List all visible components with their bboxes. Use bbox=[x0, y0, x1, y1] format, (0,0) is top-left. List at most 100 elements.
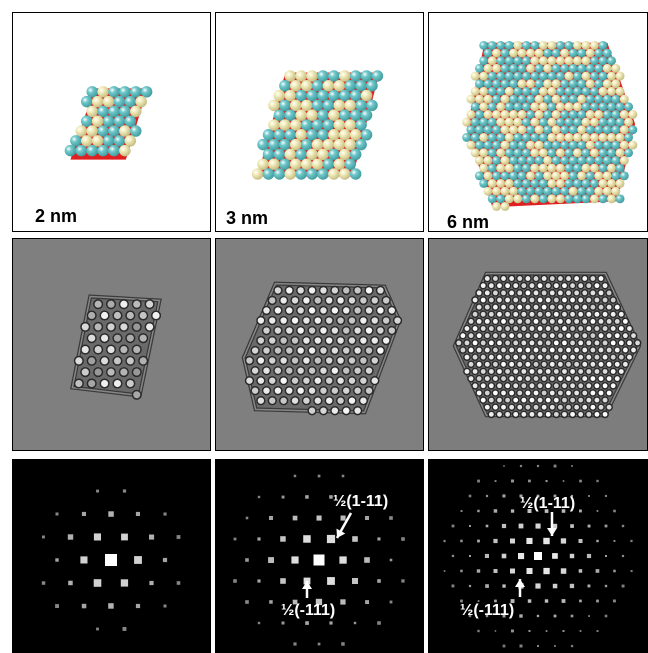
atom-column bbox=[545, 311, 551, 317]
atom-column bbox=[570, 326, 575, 331]
atom-column bbox=[631, 333, 636, 339]
atom-column bbox=[525, 304, 531, 310]
atom-cream bbox=[594, 110, 604, 119]
atom-column bbox=[314, 317, 321, 324]
atom-column bbox=[274, 387, 282, 394]
atom-column bbox=[360, 357, 367, 364]
diffraction-spot bbox=[511, 479, 514, 483]
atom-cyan bbox=[517, 140, 527, 150]
simulated-lattice-image-2nm bbox=[70, 294, 162, 400]
atom-cyan bbox=[543, 125, 553, 135]
atom-column bbox=[354, 367, 361, 374]
atom-cream bbox=[581, 56, 591, 66]
atom-cyan bbox=[594, 79, 604, 89]
atom-column bbox=[468, 376, 474, 381]
atom-column bbox=[529, 283, 535, 289]
nanoparticle-model-6nm bbox=[462, 40, 638, 211]
diffraction-spot bbox=[389, 516, 393, 520]
atom-column bbox=[574, 333, 580, 339]
atom-cyan bbox=[602, 125, 612, 135]
diffraction-spot bbox=[535, 523, 541, 529]
atom-column bbox=[480, 283, 486, 289]
atom-cream bbox=[479, 86, 489, 96]
atom-column bbox=[558, 347, 563, 353]
atom-column bbox=[627, 326, 632, 331]
atom-cream bbox=[619, 155, 629, 165]
atom-cream bbox=[311, 138, 324, 151]
atom-column bbox=[525, 376, 531, 381]
atom-column bbox=[570, 354, 575, 360]
atom-column bbox=[297, 347, 304, 354]
atom-cyan bbox=[602, 48, 612, 58]
atom-column bbox=[606, 290, 612, 296]
diffraction-spot bbox=[536, 464, 540, 468]
diffraction-spot bbox=[485, 524, 489, 528]
atom-cyan bbox=[521, 163, 531, 173]
atom-cyan bbox=[470, 132, 480, 142]
atom-cyan bbox=[349, 109, 362, 121]
diffraction-spot bbox=[245, 600, 249, 604]
diffraction-spot bbox=[281, 621, 285, 625]
atom-cyan bbox=[284, 109, 297, 121]
atom-column bbox=[303, 297, 310, 304]
atom-cyan bbox=[590, 86, 599, 96]
atom-column bbox=[320, 407, 327, 414]
atom-cream bbox=[615, 71, 625, 81]
atom-cyan bbox=[300, 138, 313, 151]
atom-cream bbox=[279, 119, 291, 131]
atom-column bbox=[533, 376, 539, 381]
atom-cream bbox=[590, 117, 599, 127]
atom-column bbox=[493, 333, 498, 339]
diffraction-spot bbox=[605, 555, 607, 557]
diffraction-spot bbox=[502, 614, 506, 618]
atom-cyan bbox=[551, 155, 561, 165]
atom-cream bbox=[628, 110, 638, 119]
atom-column bbox=[558, 304, 563, 310]
atom-column bbox=[541, 347, 547, 353]
diffraction-spot bbox=[518, 523, 524, 529]
atom-column bbox=[545, 397, 551, 403]
atom-cyan bbox=[257, 138, 269, 151]
atom-column bbox=[618, 369, 624, 374]
atom-column bbox=[371, 337, 378, 344]
atom-column bbox=[574, 276, 580, 281]
diffractogram-2nm bbox=[12, 459, 211, 653]
diffraction-spot bbox=[501, 553, 507, 559]
atom-cyan bbox=[526, 125, 536, 135]
atom-cyan bbox=[360, 129, 373, 141]
atom-cyan bbox=[594, 155, 604, 165]
diffraction-spot bbox=[553, 494, 557, 498]
atom-column bbox=[286, 327, 293, 334]
atom-cyan bbox=[360, 109, 373, 121]
atom-cream bbox=[479, 148, 489, 158]
diffraction-spot bbox=[257, 579, 261, 583]
atom-cyan bbox=[492, 140, 501, 150]
atom-column bbox=[566, 333, 571, 339]
atom-cream bbox=[306, 70, 318, 82]
atom-column bbox=[582, 333, 588, 339]
atom-cream bbox=[102, 95, 115, 108]
atom-column bbox=[472, 383, 478, 389]
atom-column bbox=[570, 297, 575, 303]
atom-cream bbox=[284, 89, 297, 102]
diffraction-spot bbox=[527, 509, 532, 513]
atom-column bbox=[578, 383, 584, 389]
atom-column bbox=[602, 311, 608, 317]
atom-column bbox=[549, 304, 555, 310]
atom-cream bbox=[86, 125, 98, 137]
atom-cyan bbox=[530, 178, 540, 188]
atom-column bbox=[94, 323, 102, 331]
atom-cream bbox=[611, 79, 621, 89]
diffraction-spot bbox=[245, 516, 249, 520]
atom-cream bbox=[615, 148, 625, 158]
atom-column bbox=[574, 319, 580, 324]
atom-column bbox=[549, 404, 555, 410]
atom-column bbox=[497, 326, 502, 331]
diffraction-spot bbox=[613, 509, 616, 513]
diffraction-spot bbox=[443, 539, 446, 543]
atom-column bbox=[133, 323, 141, 331]
atom-cyan bbox=[496, 71, 506, 81]
diffraction-spot bbox=[477, 600, 480, 602]
atom-cyan bbox=[504, 56, 514, 66]
atom-column bbox=[545, 297, 551, 303]
